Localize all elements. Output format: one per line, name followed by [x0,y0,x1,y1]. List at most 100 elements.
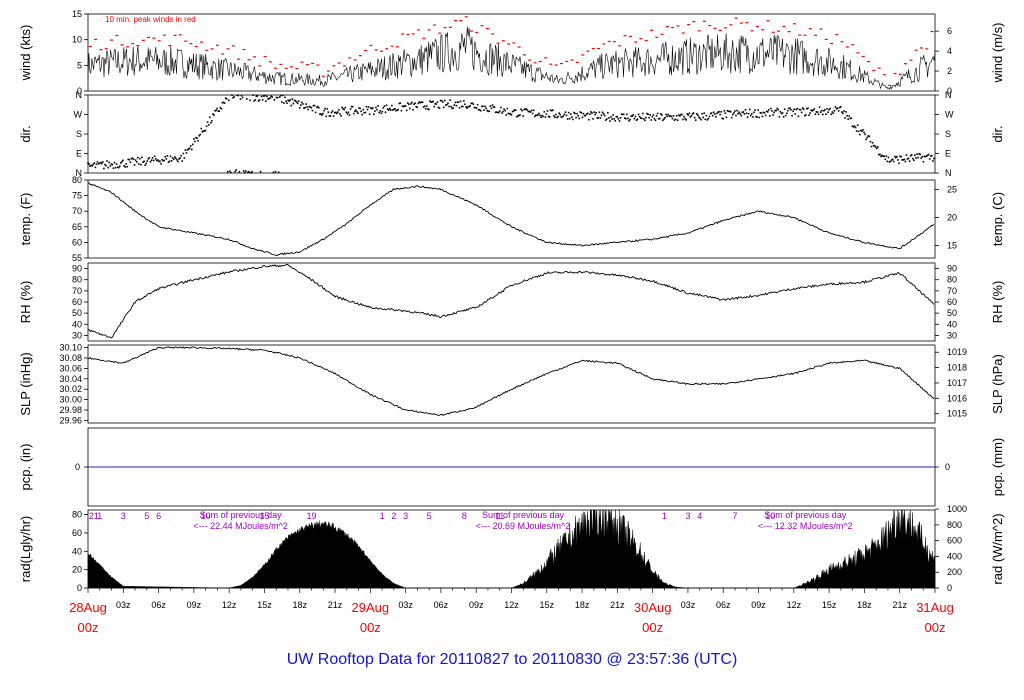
dir-point [546,110,549,112]
dir-point [850,117,853,119]
temp-tick-label: 55 [72,253,82,263]
x-hour-label: 18z [575,600,590,610]
dir-point [233,96,235,98]
dir-point [519,114,521,116]
dir-point [671,117,674,120]
dir-point [685,119,687,121]
dir-point [312,104,315,107]
dir-point [652,114,655,116]
dir-point [168,160,171,163]
dir-point [243,172,246,174]
rad-hour-mark: 21 [89,511,99,521]
dir-point [181,160,184,162]
dir-point [528,110,531,113]
dir-point [692,112,695,114]
rh-tick-label: 90 [72,264,82,274]
dir-point [391,104,393,107]
dir-point [568,117,571,120]
dir-tick-label: W [74,110,83,120]
dir-point [464,103,466,106]
dir-point [446,103,448,106]
dir-point [398,102,401,105]
dir-point [344,106,347,109]
dir-point [146,160,149,162]
dir-point [133,164,136,166]
x-hour-label: 12z [222,600,237,610]
dir-point [481,105,483,108]
dir-point [138,163,140,165]
dir-point [741,111,744,114]
dir-point [432,100,434,103]
dir-point [573,111,575,114]
dir-point [658,117,661,120]
x-hour-label: 15z [257,600,272,610]
dir-point [766,111,769,113]
dir-point [703,112,705,114]
dir-point [615,115,618,118]
dir-point [586,112,589,115]
dir-point [434,102,437,105]
dir-point [764,114,767,117]
dir-point [417,102,420,105]
dir-point [296,102,299,105]
dir-point [627,117,629,120]
dir-point [355,109,357,111]
dir-point [927,153,930,156]
dir-point [699,117,701,120]
dir-y-axis-label: dir. [18,125,33,142]
dir-point [820,109,823,112]
dir-point [343,108,346,111]
dir-point [135,161,138,163]
dir-point [105,164,107,167]
dir-point [829,107,831,110]
dir-point [501,112,503,114]
dir-point [514,109,517,111]
dir-point [781,112,784,114]
dir-point [183,157,186,159]
dir-point [706,118,709,121]
dir-point [503,108,505,111]
dir-point [931,154,933,157]
dir-point [679,115,681,117]
dir-point [735,114,737,117]
dir-point [712,111,715,114]
dir-point [388,107,391,110]
dir-point [455,104,458,107]
dir-point [738,111,740,113]
dir-point [537,114,539,116]
rad-tick-label: 60 [72,528,82,538]
x-hour-label: 15z [822,600,837,610]
dir-point [397,108,400,111]
dir-point [644,119,646,122]
dir-point [830,113,833,116]
dir-point [454,101,457,104]
dir-point [140,163,142,166]
dir-point [260,95,263,98]
dir-point [147,158,150,160]
dir-point [743,113,746,115]
dir-point [381,110,384,113]
dir-point [330,111,333,114]
slp-tick-label-right: 1015 [947,409,967,419]
dir-point [622,113,625,116]
dir-point [545,113,548,115]
dir-point [859,133,861,136]
wind-tick-label-right: 4 [947,46,952,56]
dir-point [817,113,820,116]
rh-tick-label: 30 [72,330,82,340]
dir-point [733,112,735,114]
dir-point [272,171,275,174]
dir-point [337,111,339,113]
dir-point [418,101,421,103]
dir-point [631,115,633,117]
dir-point [142,161,144,163]
dir-point [102,161,104,163]
dir-point [843,110,845,112]
rad-tick-label-right: 1000 [947,504,967,514]
dir-point [647,113,649,116]
dir-point [471,102,474,105]
dir-point [113,161,116,164]
dir-point [583,114,586,117]
dir-tick-label-right: N [945,168,952,178]
dir-point [656,112,659,115]
